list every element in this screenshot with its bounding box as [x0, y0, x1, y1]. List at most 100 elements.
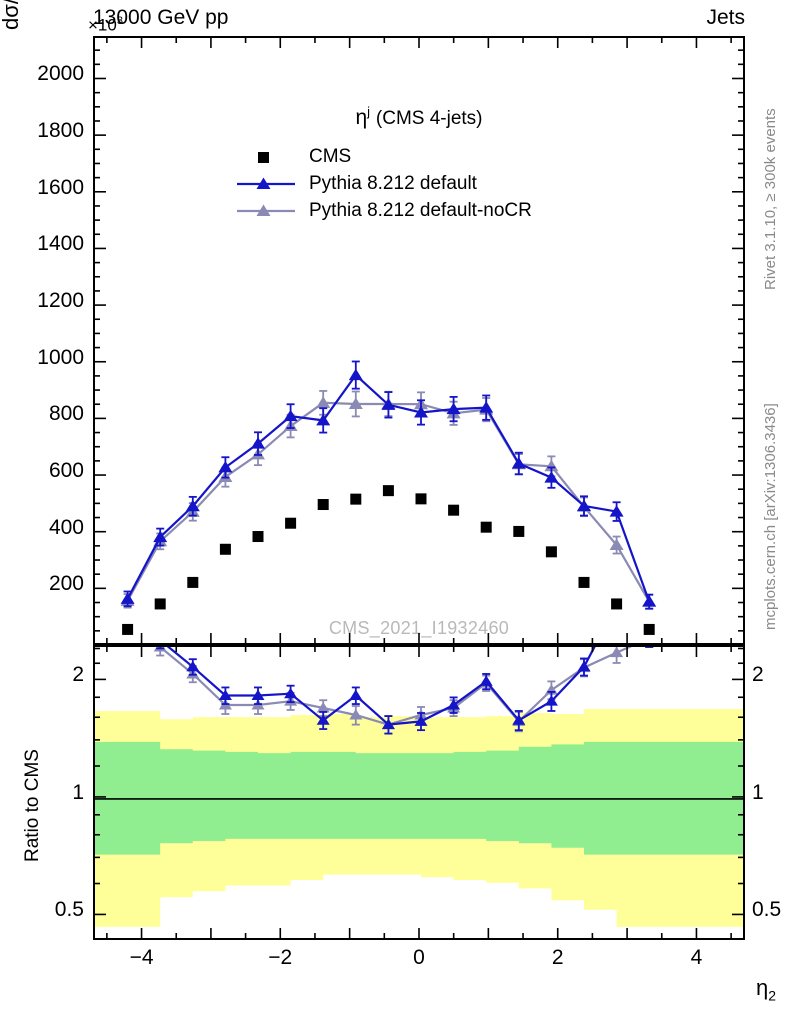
- x-axis-label-subscript: 2: [768, 987, 776, 1004]
- ratio-data-marker-triangle: [218, 689, 232, 701]
- y-tick-label-1800: 1800: [37, 119, 84, 143]
- main-plot-panel: ηj (CMS 4-jets) CMS Pythia 8.212 default…: [93, 36, 745, 645]
- ratio-data-marker-triangle: [316, 714, 330, 725]
- y-tick-label-600: 600: [48, 459, 84, 483]
- data-marker-square: [611, 598, 623, 610]
- legend-label-cms: CMS: [309, 145, 352, 167]
- plot-title-rest: (CMS 4-jets): [375, 108, 483, 129]
- analysis-category-label: Jets: [706, 6, 745, 29]
- data-marker-square: [154, 598, 166, 610]
- data-marker-triangle: [283, 409, 298, 422]
- data-marker-triangle: [381, 398, 396, 410]
- data-marker-triangle: [544, 459, 559, 472]
- data-marker-triangle: [218, 460, 233, 473]
- ratio-data-marker-triangle: [186, 660, 200, 672]
- x-tick-label-2: 2: [551, 946, 564, 969]
- data-marker-square: [448, 504, 460, 516]
- analysis-id-watermark: CMS_2021_I1932460: [328, 618, 510, 638]
- ratio-data-marker-triangle: [479, 675, 493, 686]
- y-tick-label-1600: 1600: [37, 175, 84, 199]
- scale-mantissa: ×10: [88, 15, 117, 35]
- ratio-data-marker-triangle: [284, 687, 298, 699]
- ratio-data-marker-triangle: [447, 699, 461, 710]
- y-tick-label-2000: 2000: [37, 62, 84, 86]
- data-marker-square: [382, 485, 394, 497]
- data-marker-square: [513, 525, 525, 537]
- y-tick-label-1200: 1200: [37, 289, 84, 313]
- data-marker-triangle: [642, 595, 657, 607]
- data-marker-square: [545, 546, 557, 558]
- y-tick-label-200: 200: [48, 572, 84, 596]
- mcplots-credit: mcplots.cern.ch [arXiv:1306.3436]: [762, 403, 779, 630]
- ratio-data-marker-triangle: [349, 709, 363, 720]
- main-plot-canvas: [120, 360, 657, 635]
- ratio-y-tick-label-right-2: 2: [752, 663, 764, 687]
- data-marker-square: [480, 521, 492, 533]
- legend-key-pythia-default: [235, 174, 297, 194]
- legend: CMS Pythia 8.212 default Pythia 8.212 de…: [235, 143, 532, 224]
- data-marker-square: [350, 493, 362, 505]
- y-tick-label-800: 800: [48, 402, 84, 426]
- rivet-credit: Rivet 3.1.10, ≥ 300k events: [762, 108, 779, 290]
- data-marker-triangle: [153, 530, 168, 543]
- ratio-data-marker-triangle: [251, 689, 265, 701]
- y-tick-label-1400: 1400: [37, 232, 84, 256]
- x-tick-label-4: 4: [690, 946, 703, 969]
- data-marker-triangle: [446, 402, 461, 415]
- data-marker-square: [252, 531, 264, 543]
- series-line-pythia-8-212-default-nocr: [126, 401, 651, 603]
- ratio-data-marker-triangle: [414, 715, 428, 726]
- x-tick-label-0: 0: [413, 946, 425, 969]
- y-tick-label-400: 400: [48, 515, 84, 539]
- ratio-plot-canvas: [95, 647, 743, 927]
- data-marker-triangle: [348, 368, 363, 381]
- ratio-data-marker-triangle: [577, 660, 591, 672]
- ratio-series-line: [156, 647, 633, 726]
- ratio-data-marker-triangle: [610, 647, 624, 658]
- data-marker-triangle: [120, 592, 135, 604]
- plot-title: ηj (CMS 4-jets): [95, 104, 743, 130]
- data-marker-square: [317, 499, 329, 511]
- ratio-y-tick-label-left-0.5: 0.5: [54, 898, 84, 922]
- legend-label-pythia-nocr: Pythia 8.212 default-noCR: [309, 199, 532, 221]
- x-axis-label: η2: [756, 975, 776, 1003]
- y-tick-label-1000: 1000: [37, 345, 84, 369]
- legend-item-pythia-default: Pythia 8.212 default: [235, 170, 532, 197]
- ratio-data-marker-triangle: [316, 701, 330, 713]
- data-marker-square: [415, 493, 427, 505]
- data-marker-triangle: [609, 505, 624, 517]
- data-marker-square: [219, 543, 231, 555]
- data-marker-triangle: [185, 499, 200, 512]
- data-marker-square: [187, 576, 199, 588]
- ratio-plot-panel: [93, 645, 745, 940]
- data-marker-triangle: [511, 456, 526, 469]
- ratio-error-bar: [156, 647, 165, 650]
- plot-title-symbol: η: [355, 106, 368, 129]
- legend-item-cms: CMS: [235, 143, 532, 170]
- data-marker-triangle: [577, 499, 591, 511]
- data-marker-triangle: [479, 401, 494, 413]
- data-marker-square: [122, 623, 134, 635]
- ratio-y-axis-label: Ratio to CMS: [22, 749, 43, 862]
- data-marker-triangle: [544, 471, 559, 483]
- legend-label-pythia-default: Pythia 8.212 default: [309, 172, 477, 194]
- ratio-y-tick-label-right-0.5: 0.5: [752, 898, 782, 922]
- y-scale-exponent: ×103: [88, 11, 123, 36]
- ratio-data-marker-triangle: [381, 718, 395, 730]
- data-marker-triangle: [348, 397, 363, 409]
- legend-item-pythia-nocr: Pythia 8.212 default-noCR: [235, 197, 532, 224]
- scale-exponent: 3: [116, 15, 123, 27]
- ratio-data-marker-triangle: [544, 695, 558, 706]
- x-tick-label--2: −2: [268, 946, 293, 969]
- beam-energy-label: 13000 GeV pp: [93, 6, 229, 29]
- data-marker-square: [643, 623, 655, 635]
- data-marker-triangle: [316, 413, 331, 426]
- ratio-data-marker-triangle: [512, 714, 526, 725]
- data-marker-square: [285, 517, 297, 529]
- y-axis-label: dσ/dη2 [pb]: [0, 0, 26, 30]
- data-marker-triangle: [609, 538, 624, 551]
- ratio-y-tick-label-right-1: 1: [752, 780, 764, 804]
- data-marker-triangle: [414, 405, 428, 418]
- data-marker-triangle: [251, 437, 265, 449]
